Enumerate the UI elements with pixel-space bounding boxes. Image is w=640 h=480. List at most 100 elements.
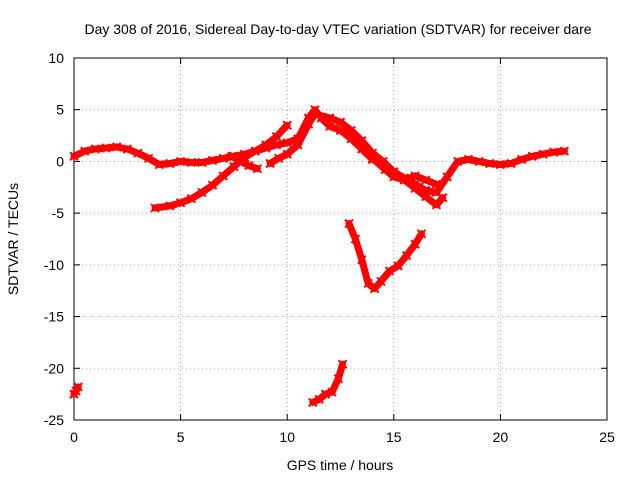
y-tick-label: -25 <box>44 412 64 428</box>
data-point <box>431 200 442 210</box>
data-point <box>357 136 367 146</box>
data-point <box>175 156 186 167</box>
data-point <box>79 146 90 156</box>
data-point <box>325 113 335 123</box>
data-point <box>442 172 452 182</box>
data-point <box>421 191 431 202</box>
data-point <box>235 156 246 167</box>
data-point <box>431 187 442 198</box>
axis-ticks <box>73 57 608 421</box>
data-point <box>421 175 431 185</box>
data-point <box>333 373 344 384</box>
data-point <box>320 389 331 399</box>
data-point <box>293 140 303 150</box>
y-tick-label: -10 <box>44 257 64 273</box>
y-tick-label: 5 <box>56 102 64 118</box>
data-point <box>73 382 83 392</box>
data-point <box>175 198 186 208</box>
data-point <box>506 158 516 169</box>
data-point <box>384 266 395 276</box>
data-point <box>165 201 175 211</box>
data-point <box>250 146 260 156</box>
data-point <box>495 159 506 170</box>
data-point <box>271 140 282 150</box>
data-point <box>282 120 292 130</box>
data-point <box>337 359 348 369</box>
y-tick-label: -20 <box>44 360 64 376</box>
data-point <box>410 171 420 181</box>
data-point <box>252 163 263 174</box>
data-point <box>244 160 254 171</box>
data-point <box>207 180 218 190</box>
data-point <box>111 142 122 152</box>
data-point <box>350 234 361 244</box>
data-point <box>344 218 354 229</box>
data-point <box>367 153 378 164</box>
data-point <box>150 203 160 213</box>
y-tick-label: 10 <box>48 50 64 66</box>
x-tick-label: 20 <box>493 429 509 445</box>
data-point <box>401 250 412 261</box>
y-axis-label: SDTVAR / TECUs <box>5 183 21 295</box>
data-point <box>282 149 292 159</box>
data-point <box>416 229 427 239</box>
data-point <box>101 143 111 153</box>
data-point <box>207 155 218 166</box>
data-point <box>380 164 390 175</box>
data-point <box>271 131 282 142</box>
y-tick-label: 0 <box>56 153 64 169</box>
data-point <box>548 147 559 157</box>
data-point <box>186 193 196 204</box>
data-point <box>393 261 403 271</box>
data-point <box>410 239 420 249</box>
data-point <box>227 151 237 161</box>
data-point <box>133 148 143 158</box>
data-point <box>261 140 271 150</box>
data-point <box>369 283 380 294</box>
data-point <box>308 397 318 408</box>
x-axis-label: GPS time / hours <box>287 457 394 473</box>
x-tick-label: 0 <box>70 429 78 445</box>
data-point <box>538 149 548 159</box>
plot-frame <box>73 57 608 421</box>
data-point <box>438 192 448 203</box>
data-point <box>474 156 484 167</box>
y-tick-label: -5 <box>52 205 65 221</box>
data-point <box>303 119 314 129</box>
series-layer <box>69 105 570 408</box>
data-point <box>346 125 356 136</box>
data-point <box>453 156 463 167</box>
data-point <box>90 144 101 154</box>
data-point <box>559 146 570 156</box>
data-point <box>186 157 196 168</box>
data-point <box>335 117 346 127</box>
chart-title: Day 308 of 2016, Sidereal Day-to-day VTE… <box>84 21 591 37</box>
data-point <box>197 157 207 168</box>
x-tick-labels: 0 5 10 15 20 25 <box>70 429 615 445</box>
y-tick-label: -15 <box>44 309 64 325</box>
data-point <box>218 153 228 164</box>
x-tick-label: 15 <box>386 429 402 445</box>
data-point <box>431 179 442 189</box>
data-point <box>327 387 337 397</box>
data-point <box>165 158 175 169</box>
data-point <box>143 153 154 164</box>
data-point <box>527 151 538 161</box>
data-point <box>218 171 228 181</box>
data-point <box>122 144 133 154</box>
data-point <box>485 158 495 169</box>
data-point <box>69 151 79 161</box>
data-point <box>410 183 420 194</box>
data-point <box>517 154 527 165</box>
data-point <box>282 138 292 148</box>
data-point <box>376 276 386 287</box>
series-branch-2 <box>231 155 258 170</box>
data-point <box>357 254 367 265</box>
data-point <box>463 154 474 165</box>
y-tick-labels: -25 -20 -15 -10 -5 0 5 10 <box>44 50 64 428</box>
data-point <box>363 278 373 289</box>
data-point <box>310 109 320 119</box>
data-point <box>265 158 275 169</box>
